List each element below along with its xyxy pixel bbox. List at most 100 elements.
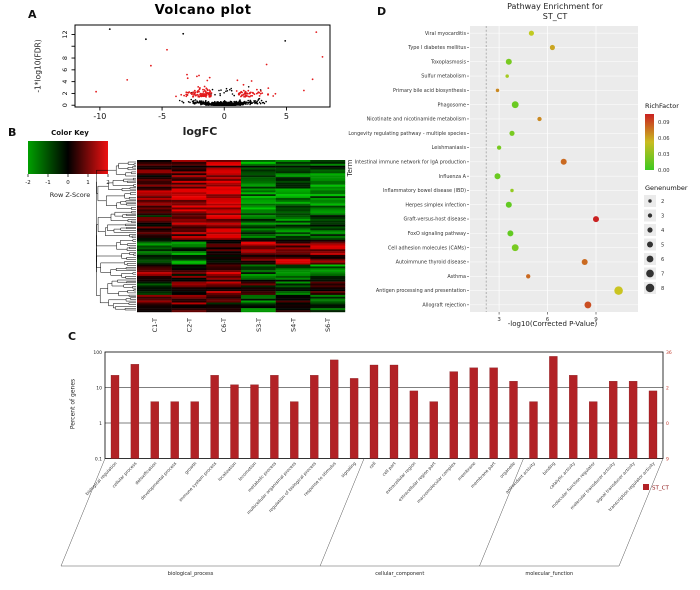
left-tick-label: 1 bbox=[99, 421, 102, 427]
pathway-dot bbox=[505, 201, 512, 208]
go-bar bbox=[569, 375, 578, 459]
bar-legend-label: ST_CT bbox=[652, 486, 669, 492]
genenumber-key-label: 3 bbox=[661, 213, 664, 219]
genenumber-key-label: 8 bbox=[661, 286, 664, 292]
y-tick-label: 2 bbox=[61, 91, 69, 95]
color-key-tick-label: -1 bbox=[45, 180, 50, 186]
pathway-dot bbox=[505, 74, 509, 78]
go-bar-label: cell part bbox=[381, 461, 398, 478]
volcano-x-axis-label: logFC bbox=[182, 125, 218, 138]
go-bar bbox=[489, 367, 498, 459]
volcano-y-axis: 0 2 4 6 8 12 bbox=[61, 30, 75, 107]
row-dendrogram bbox=[96, 161, 136, 311]
x-tick-label: 0 bbox=[222, 112, 227, 121]
dotplot-title: Pathway Enrichment for ST_CT bbox=[455, 2, 655, 22]
go-annotation-bar-chart: 100 10 1 0.1 36 2 0 9 biological regulation cellu… bbox=[60, 350, 672, 577]
genenumber-key-label: 6 bbox=[661, 257, 664, 263]
go-bar-label: locomotion bbox=[237, 461, 258, 483]
bar-legend-swatch bbox=[643, 484, 649, 490]
go-bar bbox=[369, 364, 379, 459]
dotplot-x-tick-label: 3 bbox=[497, 317, 501, 323]
volcano-plot: -10 -5 0 5 0 2 4 6 8 12 bbox=[61, 24, 331, 121]
go-bar bbox=[270, 375, 279, 459]
go-bar bbox=[449, 371, 458, 459]
go-bar-label: signaling bbox=[340, 461, 358, 479]
term-label: Nicotinate and nicotinamide metabolism bbox=[367, 117, 467, 123]
go-bar bbox=[549, 356, 558, 459]
x-tick-label: -5 bbox=[158, 112, 166, 121]
dotplot-term-labels: Viral myocarditis Type I diabetes mellitu… bbox=[348, 31, 469, 308]
bar-left-axis: 100 10 1 0.1 bbox=[93, 350, 102, 463]
dendrogram-lines bbox=[96, 161, 136, 311]
dotplot-panel bbox=[470, 26, 638, 312]
volcano-x-axis: -10 -5 0 5 bbox=[93, 107, 289, 121]
pathway-dot bbox=[593, 216, 599, 223]
y-tick-label: 4 bbox=[61, 80, 69, 84]
go-bar bbox=[210, 375, 219, 459]
term-label: Type I diabetes mellitus bbox=[407, 45, 466, 51]
richfactor-tick-label: 0.09 bbox=[658, 120, 670, 126]
pathway-dot bbox=[511, 101, 519, 109]
go-bar-label: cell bbox=[368, 461, 377, 471]
go-bar bbox=[190, 401, 199, 459]
term-label: FoxO signaling pathway bbox=[408, 231, 466, 237]
term-label: Toxoplasmosis bbox=[430, 59, 466, 65]
genenumber-key-dot bbox=[646, 269, 654, 278]
color-key-tick-label: 2 bbox=[106, 180, 110, 186]
go-bar-label: localization bbox=[217, 461, 238, 483]
term-label: Autoimmune thyroid disease bbox=[396, 260, 466, 266]
volcano-title: Volcano plot bbox=[154, 3, 252, 18]
panel-c-letter: C bbox=[68, 330, 77, 343]
volcano-y-axis-label: -1*log10(FDR) bbox=[33, 39, 43, 93]
heatmap-column-labels: C1-T C2-T C6-T S3-T S4-T S6-T bbox=[151, 318, 332, 332]
go-bar bbox=[150, 401, 159, 459]
color-key-tick-label: 0 bbox=[66, 180, 70, 186]
pathway-dot bbox=[581, 259, 588, 265]
go-bar-label: response to stimulus bbox=[303, 460, 338, 497]
group-label: molecular_function bbox=[525, 571, 573, 577]
heatmap-column-label: S3-T bbox=[255, 318, 263, 332]
genenumber-key-label: 2 bbox=[661, 199, 664, 205]
pathway-dot bbox=[494, 173, 501, 180]
go-bar-label: membrane bbox=[457, 461, 478, 483]
dotplot-x-tick-label: 6 bbox=[546, 317, 550, 323]
genenumber-key-dot bbox=[646, 255, 654, 263]
group-label: cellular_component bbox=[375, 571, 424, 577]
heatmap-column-label: S4-T bbox=[290, 318, 298, 332]
y-tick-label: 8 bbox=[61, 56, 69, 60]
term-label: Graft-versus-host disease bbox=[403, 217, 466, 223]
go-bar bbox=[529, 401, 538, 459]
go-bar-label: extracellular region part bbox=[397, 461, 437, 503]
term-label: Primary bile acid biosynthesis bbox=[393, 88, 466, 94]
bar-plot-box bbox=[104, 351, 664, 459]
pathway-dot bbox=[511, 244, 519, 252]
genenumber-key-label: 5 bbox=[661, 242, 664, 248]
richfactor-legend-title: RichFactor bbox=[645, 102, 679, 110]
richfactor-tick-label: 0.00 bbox=[658, 168, 670, 174]
go-bar bbox=[170, 401, 179, 459]
term-label: Inflammatory bowel disease (IBD) bbox=[383, 188, 466, 194]
x-tick-label: 5 bbox=[284, 112, 289, 121]
dotplot-x-axis: 3 6 9 bbox=[497, 312, 598, 323]
color-key-title: Color Key bbox=[51, 129, 89, 137]
go-bar-label: organelle bbox=[499, 461, 517, 480]
genenumber-key-dot bbox=[645, 283, 655, 293]
y-tick-label: 12 bbox=[61, 30, 69, 38]
term-label: Intestinal immune network for IgA produc… bbox=[355, 159, 466, 165]
pathway-dot bbox=[528, 30, 534, 36]
pathway-dot bbox=[560, 158, 567, 165]
term-label: Antigen processing and presentation bbox=[376, 288, 466, 294]
go-bar bbox=[389, 364, 399, 459]
color-key-axis: -2 -1 0 1 2 bbox=[25, 174, 110, 186]
go-bar-label: growth bbox=[184, 461, 199, 476]
genenumber-key-label: 4 bbox=[661, 228, 665, 234]
genenumber-key-dot bbox=[647, 227, 653, 233]
dotplot-title-line1: Pathway Enrichment for bbox=[507, 2, 603, 11]
term-label: Leishmaniasis bbox=[432, 145, 467, 151]
heatmap-column-label: S6-T bbox=[324, 318, 332, 332]
genenumber-key-label: 7 bbox=[661, 271, 664, 277]
go-bars bbox=[110, 356, 658, 459]
panel-a-letter: A bbox=[28, 8, 37, 21]
x-tick-label: -10 bbox=[93, 112, 106, 121]
